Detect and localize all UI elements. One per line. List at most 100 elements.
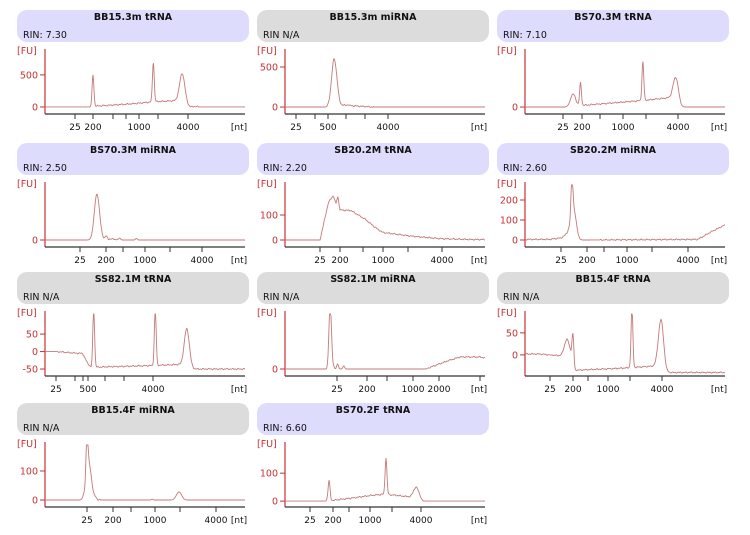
x-tick-label: 25 (81, 516, 92, 526)
electropherogram-trace (45, 444, 245, 501)
sample-title: BB15.3m miRNA (329, 12, 417, 23)
sample-title: SB20.2M tRNA (334, 145, 412, 156)
y-axis-label: [FU] (17, 46, 37, 57)
plot: [FU] 0 25 200 1000 4000 [nt] (497, 46, 727, 133)
panel-header: SS82.1M tRNA RIN N/A (17, 272, 249, 304)
rin-value: RIN: 7.30 (23, 30, 67, 41)
x-tick-label: 4000 (677, 256, 700, 266)
x-tick-label: 200 (324, 516, 341, 526)
rin-value: RIN N/A (263, 292, 300, 303)
y-axis-label: [FU] (497, 46, 517, 57)
panel-header: BB15.4F tRNA RIN N/A (497, 272, 729, 304)
rin-value: RIN: 2.50 (23, 163, 67, 174)
x-tick-label: 1000 (128, 123, 151, 133)
x-tick-label: 200 (358, 385, 375, 395)
x-tick-label: 200 (578, 256, 595, 266)
panel-header: BB15.3m miRNA RIN N/A (257, 10, 489, 42)
electropherogram-trace (45, 63, 245, 108)
x-tick-label: 25 (555, 256, 566, 266)
rin-value: RIN: 2.60 (503, 163, 547, 174)
x-axis-label: [nt] (231, 385, 247, 395)
plot: [FU] 0 25 200 1000 4000 [nt] (17, 179, 247, 266)
y-axis-label: [FU] (257, 179, 277, 190)
x-tick-label: 4000 (377, 123, 400, 133)
electropherogram-trace (45, 313, 246, 371)
y-axis-label: [FU] (17, 308, 37, 319)
sample-title: SB20.2M miRNA (569, 145, 657, 156)
x-tick-label: 4000 (431, 256, 454, 266)
x-axis-label: [nt] (231, 123, 247, 133)
x-tick-label: 25 (314, 256, 325, 266)
rin-value: RIN: 6.60 (263, 423, 307, 434)
electropherogram-panel: BB15.3m miRNA RIN N/A [FU] 0 500 25 500 4000 [nt… (257, 10, 489, 140)
y-axis-label: [FU] (257, 308, 277, 319)
x-tick-label: 25 (544, 385, 555, 395)
x-axis-label: [nt] (471, 256, 487, 266)
plot: [FU] 50 0 25 200 1000 4000 [nt] (497, 308, 727, 395)
electropherogram-trace (285, 313, 486, 370)
x-tick-label: 25 (331, 385, 342, 395)
electropherogram-panel: BS70.3M miRNA RIN: 2.50 [FU] 0 25 200 1000 4000… (17, 143, 249, 273)
sample-title: BB15.4F tRNA (575, 274, 651, 285)
y-axis-label: [FU] (257, 439, 277, 450)
plot: [FU] 0 500 25 200 1000 4000 [nt] (17, 46, 247, 133)
y-tick-label: 0 (32, 347, 38, 358)
x-tick-label: 1000 (144, 516, 167, 526)
x-tick-label: 4000 (142, 385, 165, 395)
electropherogram-panel: BS70.3M tRNA RIN: 7.10 [FU] 0 25 200 1000 4000[… (497, 10, 729, 140)
x-tick-label: 200 (104, 516, 121, 526)
x-tick-label: 4000 (667, 123, 690, 133)
sample-title: BS70.3M miRNA (89, 145, 177, 156)
rin-value: RIN: 2.20 (263, 163, 307, 174)
y-tick-label: 500 (20, 70, 38, 81)
x-axis-label: [nt] (231, 256, 247, 266)
x-tick-label: 4000 (177, 123, 200, 133)
x-tick-label: 1000 (616, 256, 639, 266)
panel-header: BB15.4F miRNA RIN N/A (17, 403, 249, 435)
electropherogram-trace (525, 313, 726, 374)
x-tick-label: 500 (79, 385, 96, 395)
y-tick-label: 100 (500, 216, 518, 227)
x-tick-label: 4000 (205, 516, 228, 526)
rin-value: RIN N/A (503, 292, 540, 303)
y-tick-label: 0 (272, 236, 278, 247)
x-axis-label: [nt] (231, 516, 247, 526)
rin-value: RIN N/A (263, 30, 300, 41)
x-tick-label: 25 (304, 516, 315, 526)
electropherogram-trace (524, 184, 726, 242)
y-tick-label: 0 (512, 103, 518, 114)
x-tick-label: 200 (84, 123, 101, 133)
panel-header: SB20.2M tRNA RIN: 2.20 (257, 143, 489, 175)
electropherogram-panel: BS70.2F tRNA RIN: 6.60 [FU] 100 0 25 200 1000 40… (257, 403, 489, 533)
panel-header: BS70.2F tRNA RIN: 6.60 (257, 403, 489, 435)
x-axis-label: [nt] (711, 123, 727, 133)
y-tick-label: 0 (272, 497, 278, 508)
panel-header: BB15.3m tRNA RIN: 7.30 (17, 10, 249, 42)
y-tick-label: 50 (26, 330, 38, 341)
electropherogram-panel: BB15.4F miRNA RIN N/A [FU] 100 0 25 200 1000 400… (17, 403, 249, 533)
x-tick-label: 200 (331, 256, 348, 266)
electropherogram-panel: BB15.3m tRNA RIN: 7.30 [FU] 0 500 25 200 1000 40… (17, 10, 249, 140)
x-tick-label: 25 (50, 385, 61, 395)
x-tick-label: 2000 (428, 385, 451, 395)
sample-title: BB15.4F miRNA (91, 405, 175, 416)
panel-header: SB20.2M miRNA RIN: 2.60 (497, 143, 729, 175)
electropherogram-trace (45, 193, 245, 241)
x-tick-label: 200 (564, 385, 581, 395)
y-tick-label: 100 (260, 211, 278, 222)
panel-header: BS70.3M tRNA RIN: 7.10 (497, 10, 729, 42)
x-tick-label: 4000 (651, 385, 674, 395)
sample-title: SS82.1M miRNA (330, 274, 416, 285)
x-tick-label: 500 (319, 123, 336, 133)
x-axis-label: [nt] (471, 385, 487, 395)
y-tick-label: 50 (506, 328, 518, 339)
sample-title: BS70.3M tRNA (574, 12, 652, 23)
y-tick-label: 100 (260, 469, 278, 480)
x-tick-label: 200 (97, 256, 114, 266)
y-axis-label: [FU] (17, 179, 37, 190)
y-axis-label: [FU] (17, 439, 37, 450)
x-tick-label: 25 (557, 123, 568, 133)
electropherogram-trace (285, 57, 485, 108)
